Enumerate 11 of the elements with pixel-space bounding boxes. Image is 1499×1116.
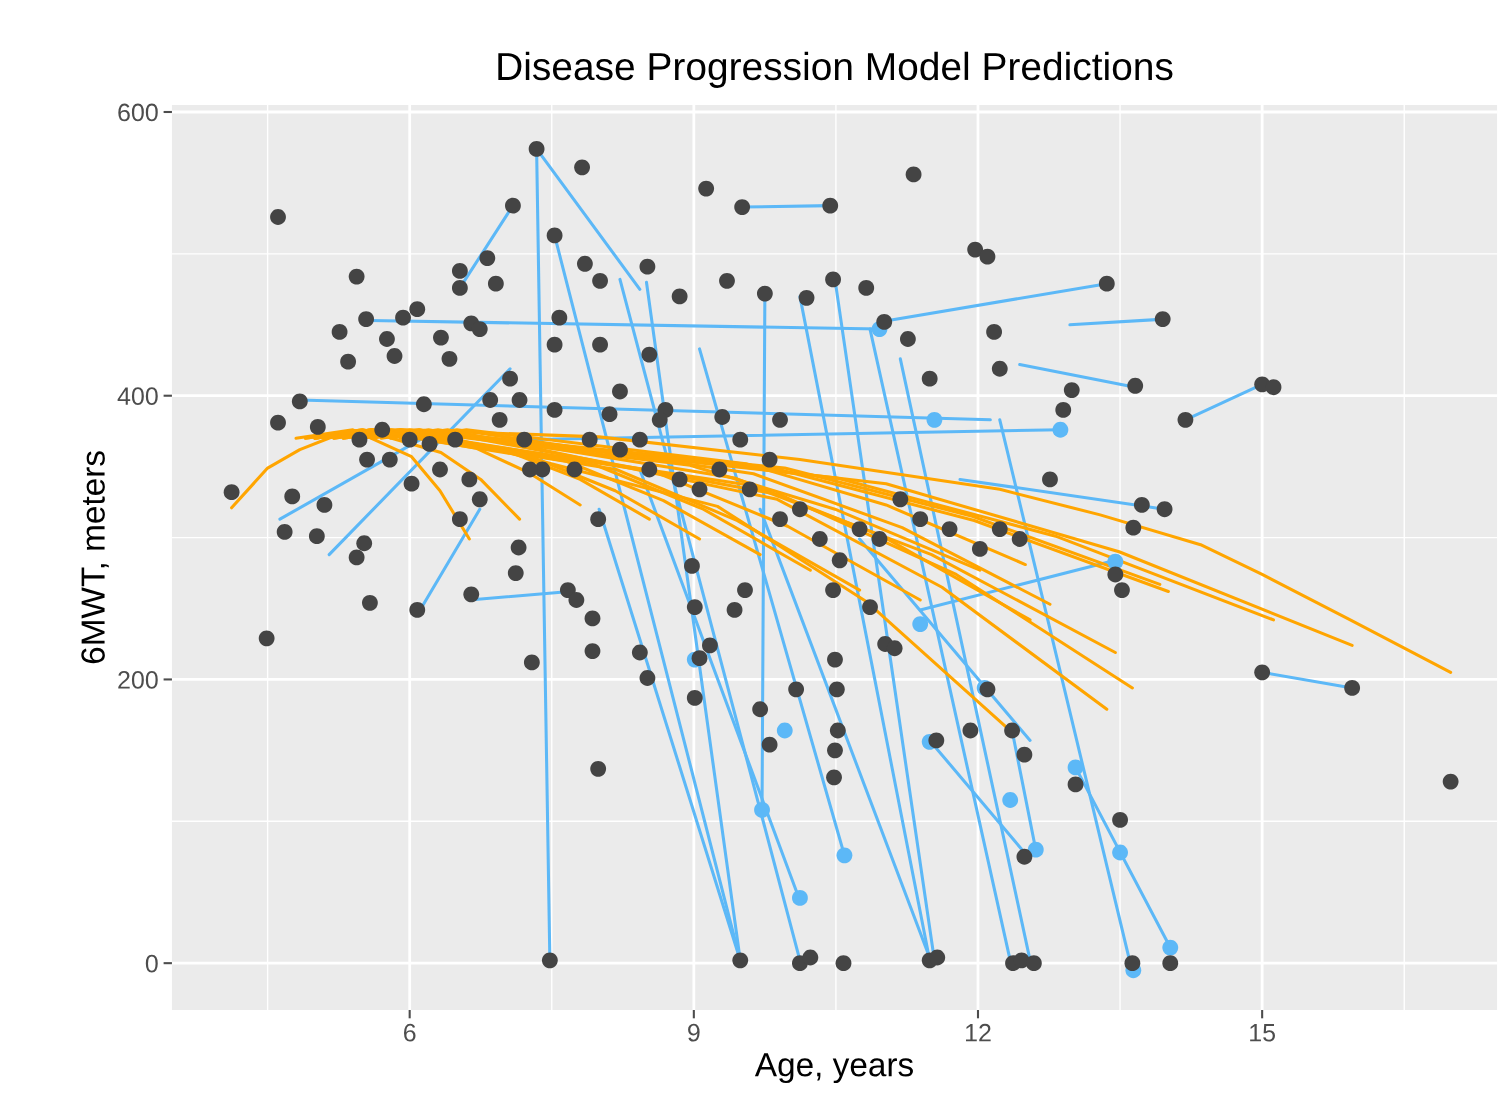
y-axis-title: 6MWT, meters: [81, 451, 109, 664]
x-tick-label: 6: [404, 1023, 416, 1042]
y-tick-label: 0: [145, 954, 158, 973]
x-tick-label: 9: [688, 1023, 700, 1042]
chart-title: Disease Progression Model Predictions: [498, 51, 1173, 88]
y-tick-label: 400: [117, 387, 158, 406]
x-tick-label: 12: [966, 1023, 991, 1042]
x-tick-label: 15: [1250, 1024, 1276, 1042]
y-tick-label: 600: [118, 103, 158, 122]
y-tick-label: 200: [118, 671, 158, 689]
x-axis-title: Age, years: [754, 1053, 913, 1084]
